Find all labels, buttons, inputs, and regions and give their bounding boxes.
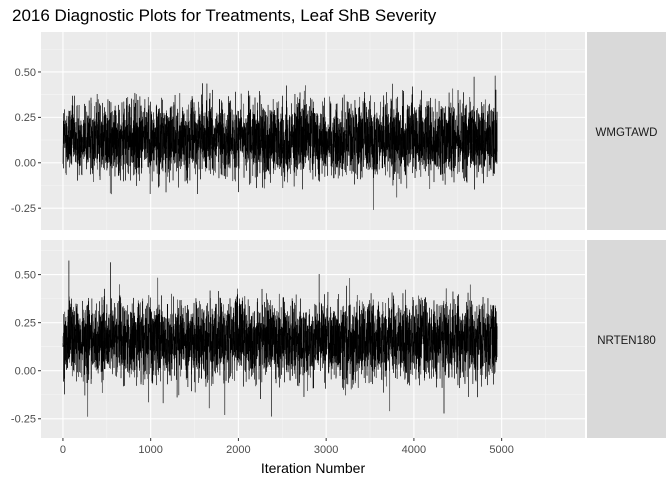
panel-1-strip-label: WMGTAWD [596, 127, 658, 139]
panel-1-strip [587, 32, 666, 230]
x-tick-label-3: 3000 [314, 444, 338, 456]
panel-2-trace-line [62, 260, 498, 417]
y-tick-label-2: 0.25 [15, 112, 36, 124]
panel-2-y-axis: -0.25 0.00 0.25 0.50 [11, 269, 41, 426]
panel-1-trace-line [62, 75, 498, 210]
y-tick-label-3: 0.50 [15, 269, 36, 281]
y-tick-label-1: 0.00 [15, 366, 36, 378]
x-tick-label-5: 5000 [489, 444, 513, 456]
y-tick-label-0: -0.25 [11, 414, 36, 426]
panel-1-grid [41, 32, 585, 230]
x-axis-title: Iteration Number [261, 460, 366, 476]
panel-2: NRTEN180 -0.25 0.00 0.25 0.50 [11, 240, 666, 438]
x-axis: 0 1000 2000 3000 4000 5000 [60, 438, 514, 456]
x-tick-label-4: 4000 [402, 444, 426, 456]
x-tick-label-2: 2000 [226, 444, 250, 456]
y-tick-label-3: 0.50 [15, 67, 36, 79]
y-tick-label-1: 0.00 [15, 158, 36, 170]
y-tick-label-0: -0.25 [11, 203, 36, 215]
panel-1: WMGTAWD -0.25 0.00 0.25 0.50 [11, 32, 666, 230]
x-tick-label-1: 1000 [138, 444, 162, 456]
panel-1-y-axis: -0.25 0.00 0.25 0.50 [11, 67, 41, 215]
panel-2-strip-label: NRTEN180 [597, 335, 656, 347]
panel-2-strip [587, 240, 666, 438]
y-tick-label-2: 0.25 [15, 317, 36, 329]
chart-title: 2016 Diagnostic Plots for Treatments, Le… [12, 6, 437, 25]
x-tick-label-0: 0 [60, 444, 66, 456]
